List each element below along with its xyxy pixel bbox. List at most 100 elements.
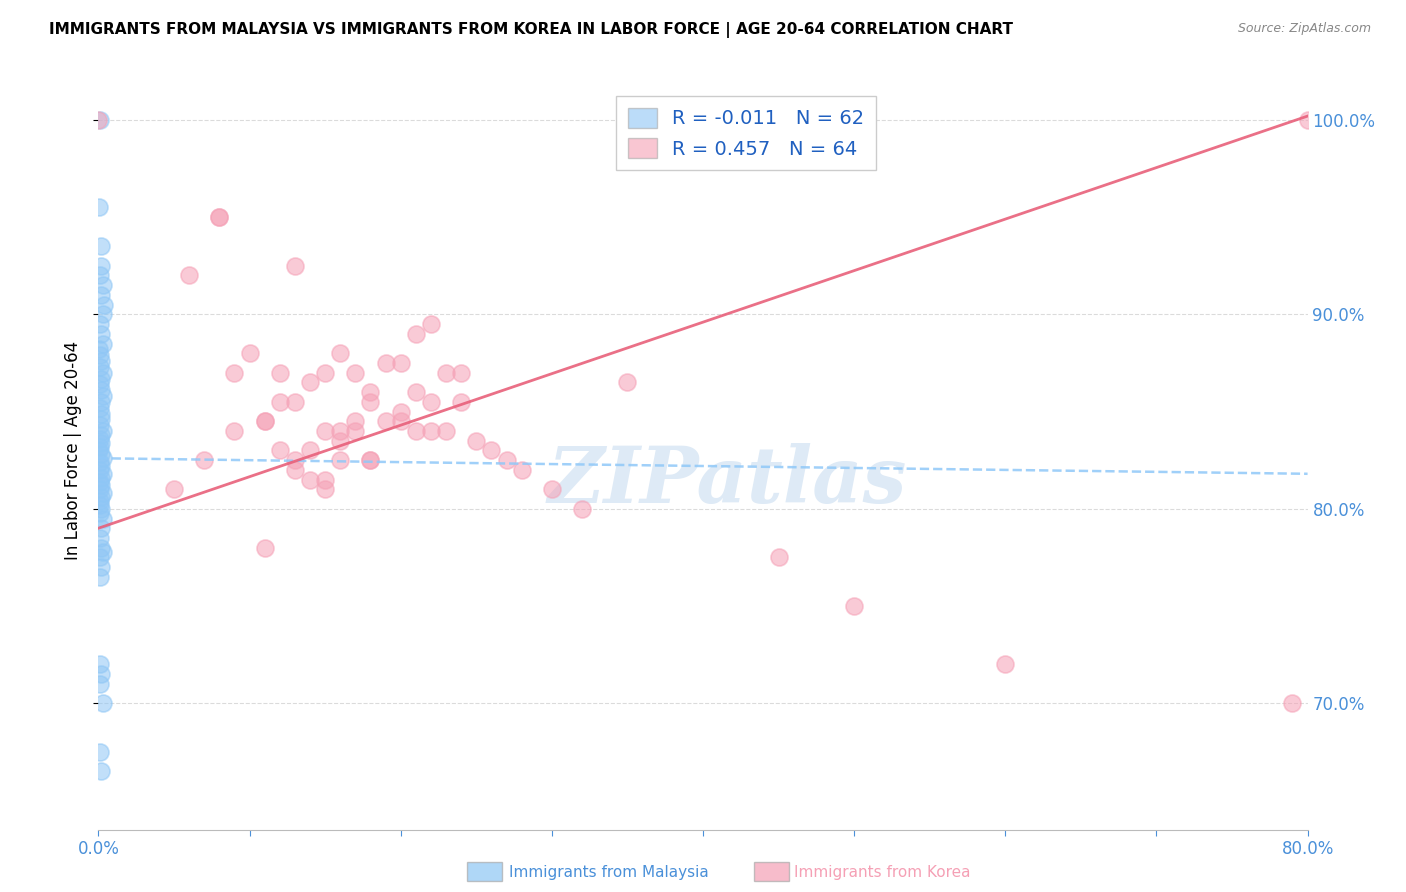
Point — [193, 453, 215, 467]
Bar — [754, 862, 789, 881]
Point — [465, 434, 488, 448]
Point — [389, 404, 412, 418]
Point — [91, 544, 114, 558]
Point — [314, 366, 336, 380]
Point — [89, 268, 111, 283]
Point — [89, 432, 111, 446]
Point — [450, 395, 472, 409]
Point — [90, 541, 112, 555]
Bar — [467, 862, 502, 881]
Point — [89, 418, 111, 433]
Point — [616, 376, 638, 390]
Point — [89, 745, 111, 759]
Point — [91, 511, 114, 525]
Point — [89, 343, 111, 357]
Point — [89, 506, 111, 520]
Point — [89, 657, 111, 672]
Point — [374, 414, 396, 428]
Point — [89, 677, 111, 691]
Point — [90, 501, 112, 516]
Text: IMMIGRANTS FROM MALAYSIA VS IMMIGRANTS FROM KOREA IN LABOR FORCE | AGE 20-64 COR: IMMIGRANTS FROM MALAYSIA VS IMMIGRANTS F… — [49, 22, 1014, 38]
Point — [405, 385, 427, 400]
Point — [1296, 112, 1319, 127]
Point — [224, 424, 246, 438]
Point — [434, 424, 457, 438]
Point — [299, 443, 322, 458]
Point — [224, 366, 246, 380]
Point — [91, 366, 114, 380]
Point — [89, 455, 111, 469]
Point — [87, 112, 110, 127]
Text: Immigrants from Korea: Immigrants from Korea — [794, 865, 972, 880]
Point — [90, 490, 112, 504]
Point — [360, 453, 382, 467]
Point — [420, 424, 443, 438]
Point — [90, 326, 112, 341]
Point — [90, 471, 112, 485]
Point — [89, 440, 111, 454]
Point — [284, 453, 307, 467]
Point — [89, 494, 111, 508]
Point — [405, 326, 427, 341]
Point — [89, 377, 111, 392]
Point — [420, 395, 443, 409]
Point — [481, 443, 503, 458]
Point — [91, 307, 114, 321]
Point — [93, 298, 115, 312]
Point — [571, 501, 593, 516]
Point — [90, 239, 112, 253]
Point — [360, 395, 382, 409]
Point — [91, 467, 114, 481]
Point — [1281, 696, 1303, 710]
Point — [405, 424, 427, 438]
Point — [299, 376, 322, 390]
Point — [344, 366, 367, 380]
Point — [329, 424, 352, 438]
Point — [450, 366, 472, 380]
Point — [91, 451, 114, 466]
Point — [495, 453, 517, 467]
Point — [90, 478, 112, 492]
Point — [360, 385, 382, 400]
Point — [90, 521, 112, 535]
Point — [90, 395, 112, 409]
Point — [89, 317, 111, 331]
Point — [89, 348, 111, 362]
Point — [314, 483, 336, 497]
Point — [269, 366, 291, 380]
Point — [89, 359, 111, 374]
Point — [89, 475, 111, 489]
Point — [284, 463, 307, 477]
Point — [90, 667, 112, 681]
Text: Source: ZipAtlas.com: Source: ZipAtlas.com — [1237, 22, 1371, 36]
Point — [91, 696, 114, 710]
Point — [434, 366, 457, 380]
Point — [90, 407, 112, 421]
Point — [374, 356, 396, 370]
Point — [91, 486, 114, 500]
Point — [299, 473, 322, 487]
Point — [89, 201, 111, 215]
Point — [389, 414, 412, 428]
Point — [90, 458, 112, 473]
Point — [314, 473, 336, 487]
Point — [90, 428, 112, 442]
Point — [91, 389, 114, 403]
Point — [994, 657, 1017, 672]
Text: Immigrants from Malaysia: Immigrants from Malaysia — [509, 865, 709, 880]
Point — [253, 541, 276, 555]
Point — [90, 288, 112, 302]
Point — [90, 354, 112, 368]
Text: ZIPatlas: ZIPatlas — [547, 442, 907, 519]
Point — [420, 317, 443, 331]
Point — [90, 764, 112, 779]
Point — [768, 550, 790, 565]
Point — [510, 463, 533, 477]
Point — [91, 336, 114, 351]
Point — [90, 412, 112, 426]
Point — [344, 414, 367, 428]
Y-axis label: In Labor Force | Age 20-64: In Labor Force | Age 20-64 — [65, 341, 83, 560]
Point — [360, 453, 382, 467]
Point — [253, 414, 276, 428]
Point — [89, 443, 111, 458]
